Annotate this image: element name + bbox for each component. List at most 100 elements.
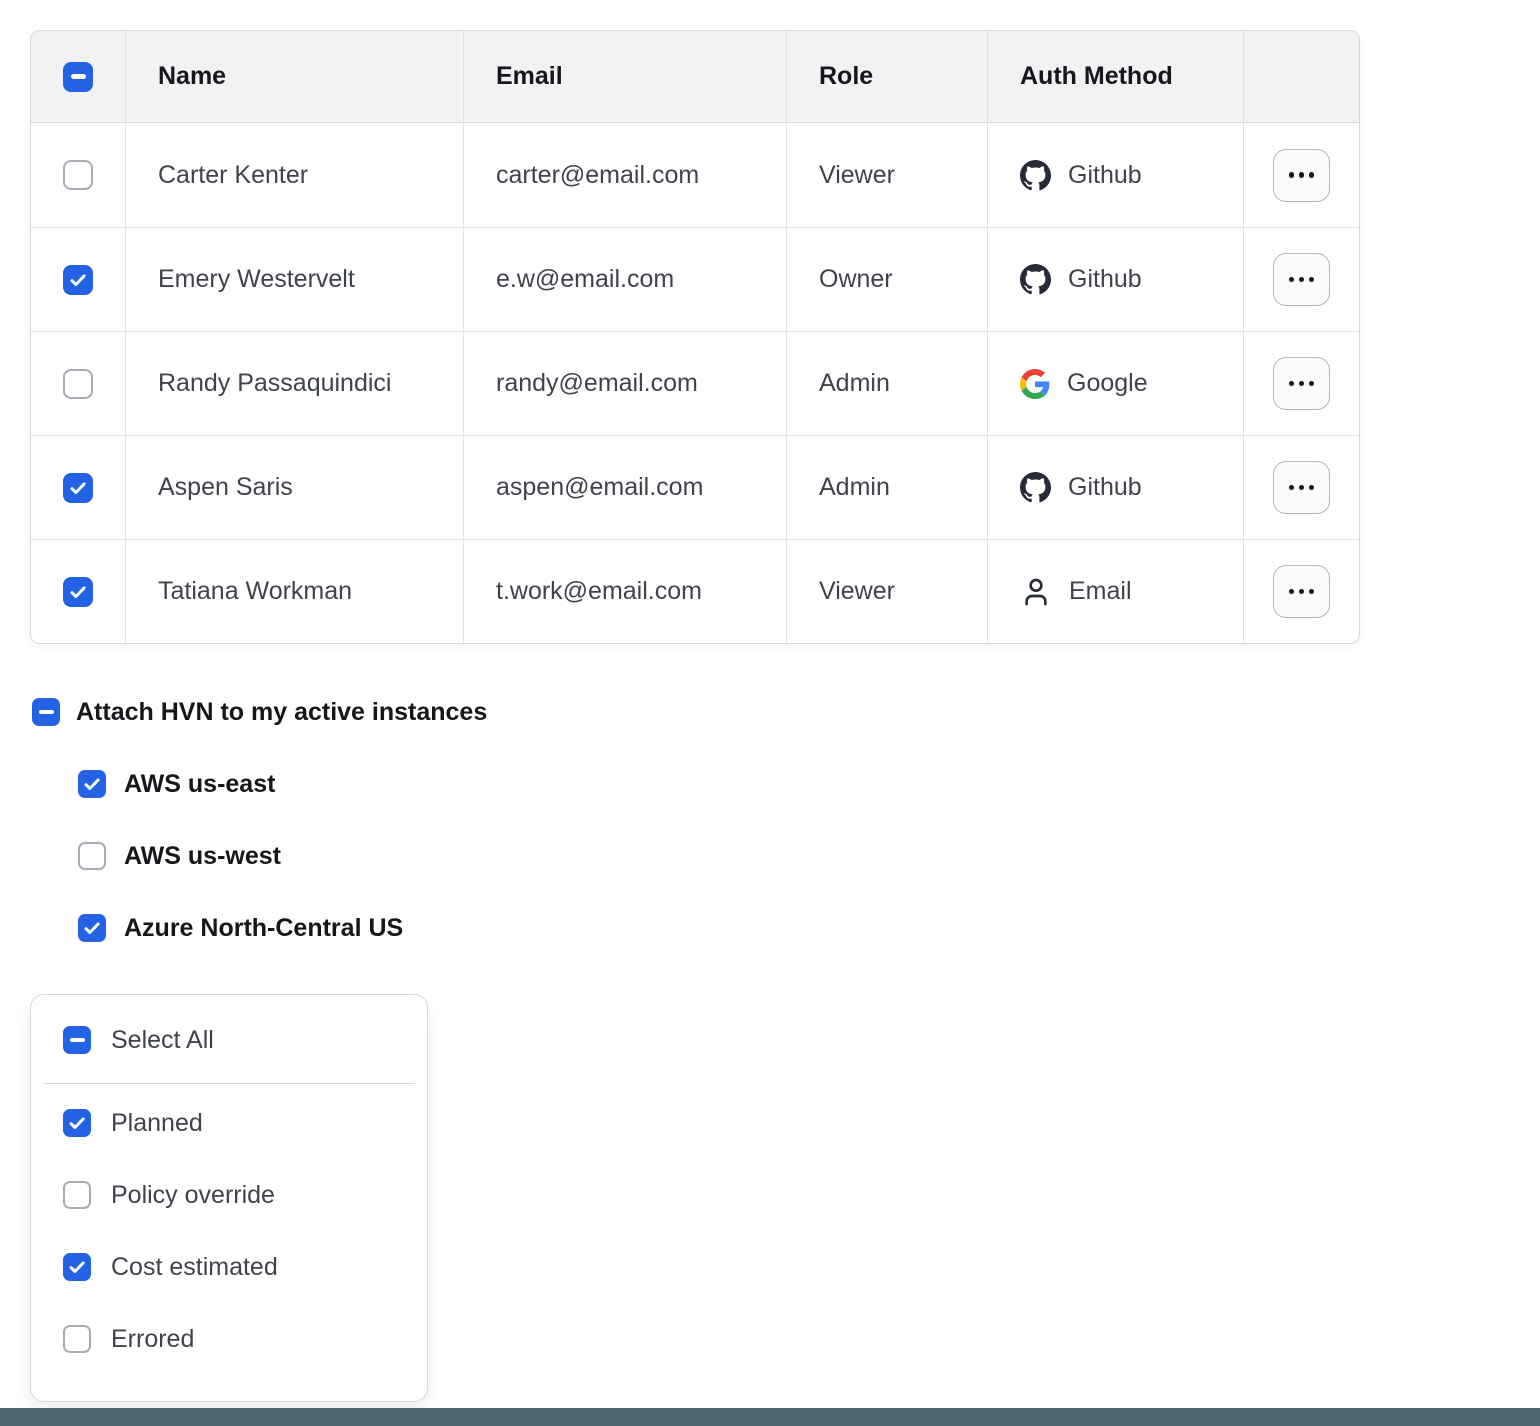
row-checkbox[interactable] xyxy=(63,368,93,399)
filter-option-checkbox[interactable] xyxy=(63,1325,91,1353)
hvn-option-row: AWS us-east xyxy=(78,770,487,798)
ellipsis-dot xyxy=(1308,484,1315,491)
hvn-option-checkbox[interactable] xyxy=(78,914,106,942)
check-icon xyxy=(69,1261,85,1273)
hvn-option-checkbox[interactable] xyxy=(78,770,106,798)
user-role: Viewer xyxy=(819,577,895,605)
header-email: Email xyxy=(463,31,786,122)
row-checkbox[interactable] xyxy=(63,160,93,190)
select-all-rows-checkbox[interactable] xyxy=(63,61,93,92)
row-checkbox[interactable] xyxy=(63,264,93,295)
auth-method: Email xyxy=(1020,576,1132,608)
members-table: Name Email Role Auth Method Carter Kente… xyxy=(30,30,1360,644)
user-role: Owner xyxy=(819,265,893,293)
filter-option-checkbox[interactable] xyxy=(63,1253,91,1281)
actions-cell xyxy=(1243,123,1359,227)
actions-cell xyxy=(1243,436,1359,539)
attach-hvn-label: Attach HVN to my active instances xyxy=(76,697,488,726)
ellipsis-dot xyxy=(1298,276,1305,283)
header-role: Role xyxy=(786,31,987,122)
ellipsis-dot xyxy=(1288,276,1295,283)
ellipsis-dot xyxy=(1288,380,1295,387)
email-cell: aspen@email.com xyxy=(463,436,786,539)
minus-icon xyxy=(38,709,54,715)
header-actions xyxy=(1243,31,1359,122)
role-cell: Viewer xyxy=(786,540,987,643)
name-cell: Randy Passaquindici xyxy=(125,332,463,435)
auth-label: Github xyxy=(1068,265,1142,293)
github-icon xyxy=(1020,264,1051,295)
auth-label: Github xyxy=(1068,160,1142,189)
ellipsis-dot xyxy=(1308,380,1315,387)
auth-method-cell: Github xyxy=(987,436,1243,539)
filter-option-checkbox[interactable] xyxy=(63,1181,91,1209)
table-body: Carter Kenter carter@email.com Viewer xyxy=(31,123,1359,643)
row-actions-button[interactable] xyxy=(1273,357,1330,410)
hvn-section: Attach HVN to my active instances AWS us… xyxy=(32,698,487,942)
header-checkbox-cell xyxy=(31,31,125,122)
row-actions-button[interactable] xyxy=(1273,565,1330,618)
user-email: carter@email.com xyxy=(496,160,700,189)
user-role: Viewer xyxy=(819,160,895,189)
user-icon xyxy=(1025,578,1047,605)
check-icon xyxy=(69,1117,85,1129)
filter-option-label: Errored xyxy=(111,1324,195,1353)
table-row: Carter Kenter carter@email.com Viewer xyxy=(31,123,1359,227)
name-cell: Aspen Saris xyxy=(125,436,463,539)
row-checkbox-cell xyxy=(31,436,125,539)
check-icon xyxy=(70,482,86,494)
actions-cell xyxy=(1243,228,1359,331)
hvn-option-checkbox[interactable] xyxy=(78,842,106,870)
header-name: Name xyxy=(125,31,463,122)
filter-option-label: Cost estimated xyxy=(111,1252,278,1281)
auth-method-cell: Google xyxy=(987,332,1243,435)
github-icon xyxy=(1020,159,1051,190)
ellipsis-dot xyxy=(1298,588,1305,595)
ellipsis-dot xyxy=(1308,172,1315,178)
row-actions-button[interactable] xyxy=(1273,461,1330,514)
check-icon xyxy=(84,778,100,790)
auth-method-cell: Email xyxy=(987,540,1243,643)
email-cell: randy@email.com xyxy=(463,332,786,435)
filter-option-row: Errored xyxy=(63,1325,427,1353)
row-checkbox[interactable] xyxy=(63,472,93,503)
table-header-row: Name Email Role Auth Method xyxy=(31,31,1359,123)
minus-icon xyxy=(70,74,86,79)
select-all-row: Select All xyxy=(63,1026,427,1054)
filter-card: Select All Planned Policy override Cost … xyxy=(30,994,428,1402)
filter-option-row: Policy override xyxy=(63,1181,427,1209)
minus-icon xyxy=(69,1037,85,1043)
bottom-bar xyxy=(0,1408,1540,1426)
ellipsis-dot xyxy=(1308,588,1315,595)
row-actions-button[interactable] xyxy=(1273,148,1330,202)
row-checkbox-cell xyxy=(31,540,125,643)
ellipsis-dot xyxy=(1298,380,1305,387)
hvn-parent-row: Attach HVN to my active instances xyxy=(32,698,487,726)
filter-option-label: Policy override xyxy=(111,1180,275,1209)
row-checkbox[interactable] xyxy=(63,576,93,607)
filter-option-checkbox[interactable] xyxy=(63,1109,91,1137)
row-actions-button[interactable] xyxy=(1273,253,1330,306)
select-all-checkbox[interactable] xyxy=(63,1026,91,1054)
role-cell: Admin xyxy=(786,332,987,435)
auth-method-cell: Github xyxy=(987,228,1243,331)
attach-hvn-checkbox[interactable] xyxy=(32,698,60,726)
ellipsis-dot xyxy=(1308,276,1315,283)
ellipsis-dot xyxy=(1288,588,1295,595)
google-icon xyxy=(1020,368,1050,399)
filter-options: Planned Policy override Cost estimated E… xyxy=(63,1109,427,1353)
hvn-option-label: Azure North-Central US xyxy=(124,913,404,942)
name-cell: Tatiana Workman xyxy=(125,540,463,643)
user-name: Aspen Saris xyxy=(158,473,293,501)
user-email: randy@email.com xyxy=(496,369,698,397)
user-name: Randy Passaquindici xyxy=(158,369,392,397)
filter-option-label: Planned xyxy=(111,1108,203,1137)
user-name: Emery Westervelt xyxy=(158,265,355,293)
hvn-option-row: Azure North-Central US xyxy=(78,914,487,942)
table-row: Emery Westervelt e.w@email.com Owner xyxy=(31,227,1359,331)
ellipsis-dot xyxy=(1288,484,1295,491)
user-name: Carter Kenter xyxy=(158,160,309,189)
user-role: Admin xyxy=(819,369,890,397)
hvn-option-label: AWS us-west xyxy=(124,841,281,870)
ellipsis-dot xyxy=(1298,172,1305,178)
